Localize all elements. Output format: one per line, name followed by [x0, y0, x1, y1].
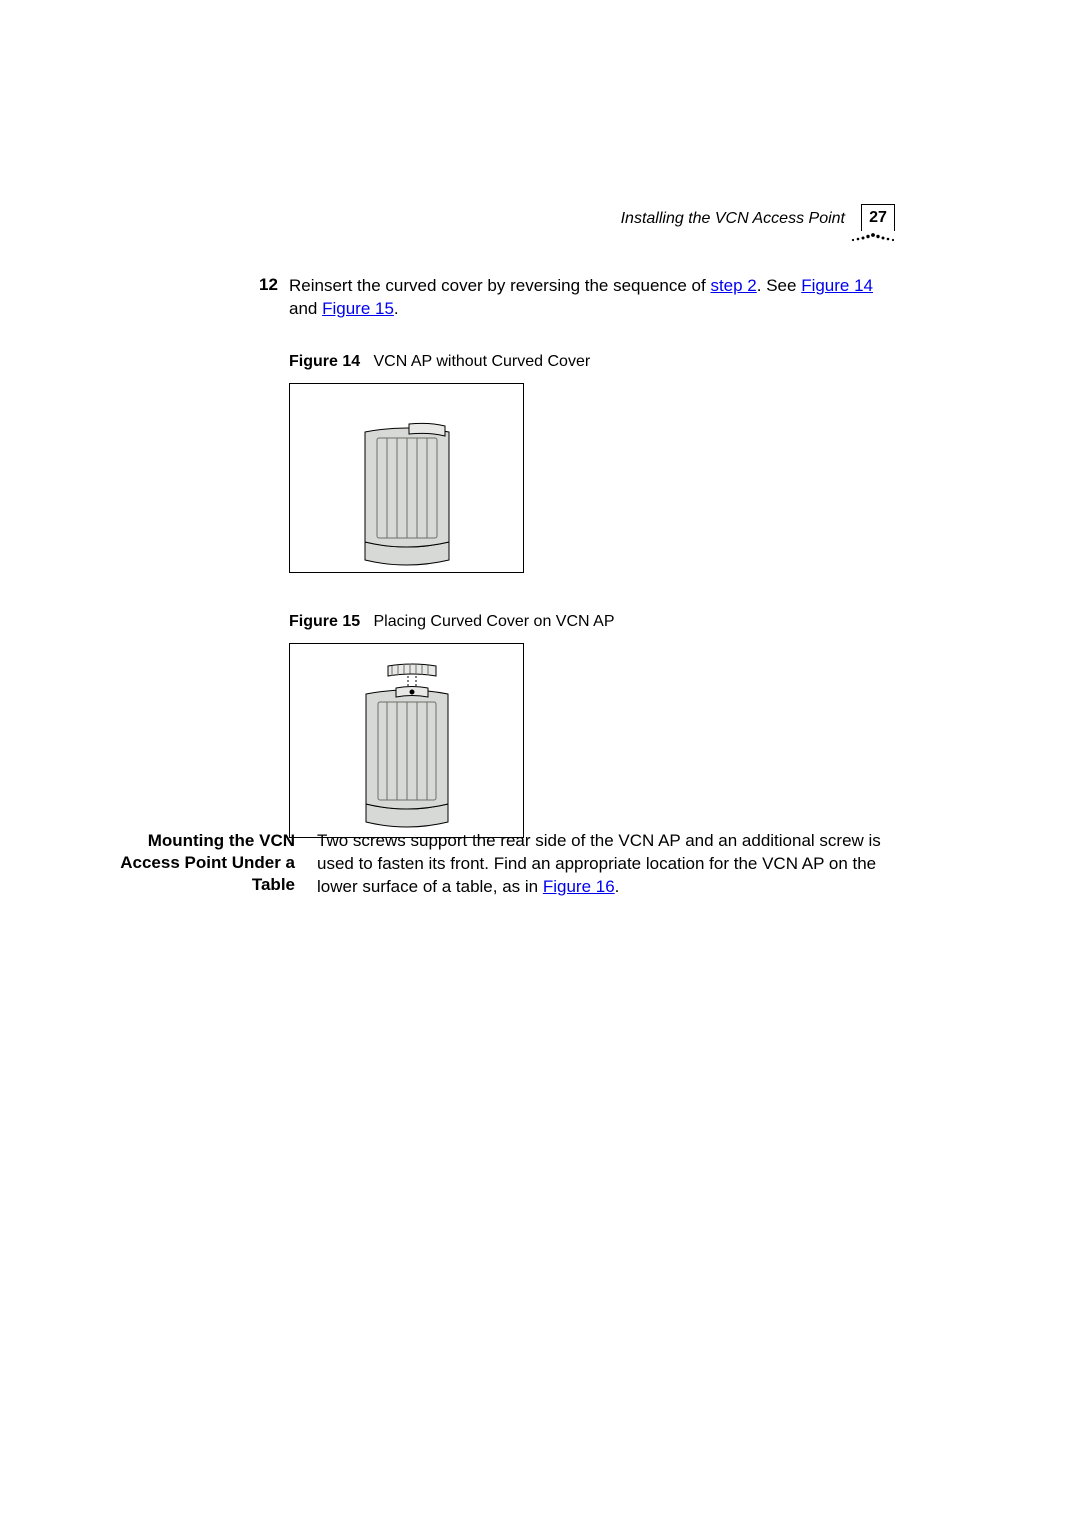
figure-15-device-icon [342, 652, 472, 837]
step-text-and: and [289, 299, 322, 318]
figure-15-box [289, 643, 524, 838]
step-text: Reinsert the curved cover by reversing t… [289, 275, 895, 321]
figure-15-label: Figure 15 [289, 613, 360, 630]
link-figure-16[interactable]: Figure 16 [543, 877, 615, 896]
step-text-mid: . See [757, 276, 801, 295]
running-title: Installing the VCN Access Point [621, 210, 845, 228]
section-body-post: . [615, 877, 620, 896]
header-dots-icon [849, 232, 895, 244]
step-number: 12 [259, 275, 278, 295]
step-12-block: 12 Reinsert the curved cover by reversin… [289, 275, 895, 838]
figure-14-box [289, 383, 524, 573]
step-text-post: . [394, 299, 399, 318]
section-heading: Mounting the VCN Access Point Under a Ta… [120, 830, 295, 896]
link-figure-14[interactable]: Figure 14 [801, 276, 873, 295]
figure-14-caption: Figure 14 VCN AP without Curved Cover [289, 353, 895, 371]
figure-15-text: Placing Curved Cover on VCN AP [373, 613, 614, 630]
page: Installing the VCN Access Point 27 12 Re… [0, 0, 1080, 1528]
page-number: 27 [861, 204, 895, 231]
figure-14-label: Figure 14 [289, 353, 360, 370]
step-text-pre: Reinsert the curved cover by reversing t… [289, 276, 710, 295]
link-figure-15[interactable]: Figure 15 [322, 299, 394, 318]
figure-14-text: VCN AP without Curved Cover [373, 353, 590, 370]
figure-15-caption: Figure 15 Placing Curved Cover on VCN AP [289, 613, 895, 631]
figure-14-device-icon [347, 402, 467, 572]
section-body: Two screws support the rear side of the … [317, 830, 895, 899]
link-step-2[interactable]: step 2 [710, 276, 756, 295]
